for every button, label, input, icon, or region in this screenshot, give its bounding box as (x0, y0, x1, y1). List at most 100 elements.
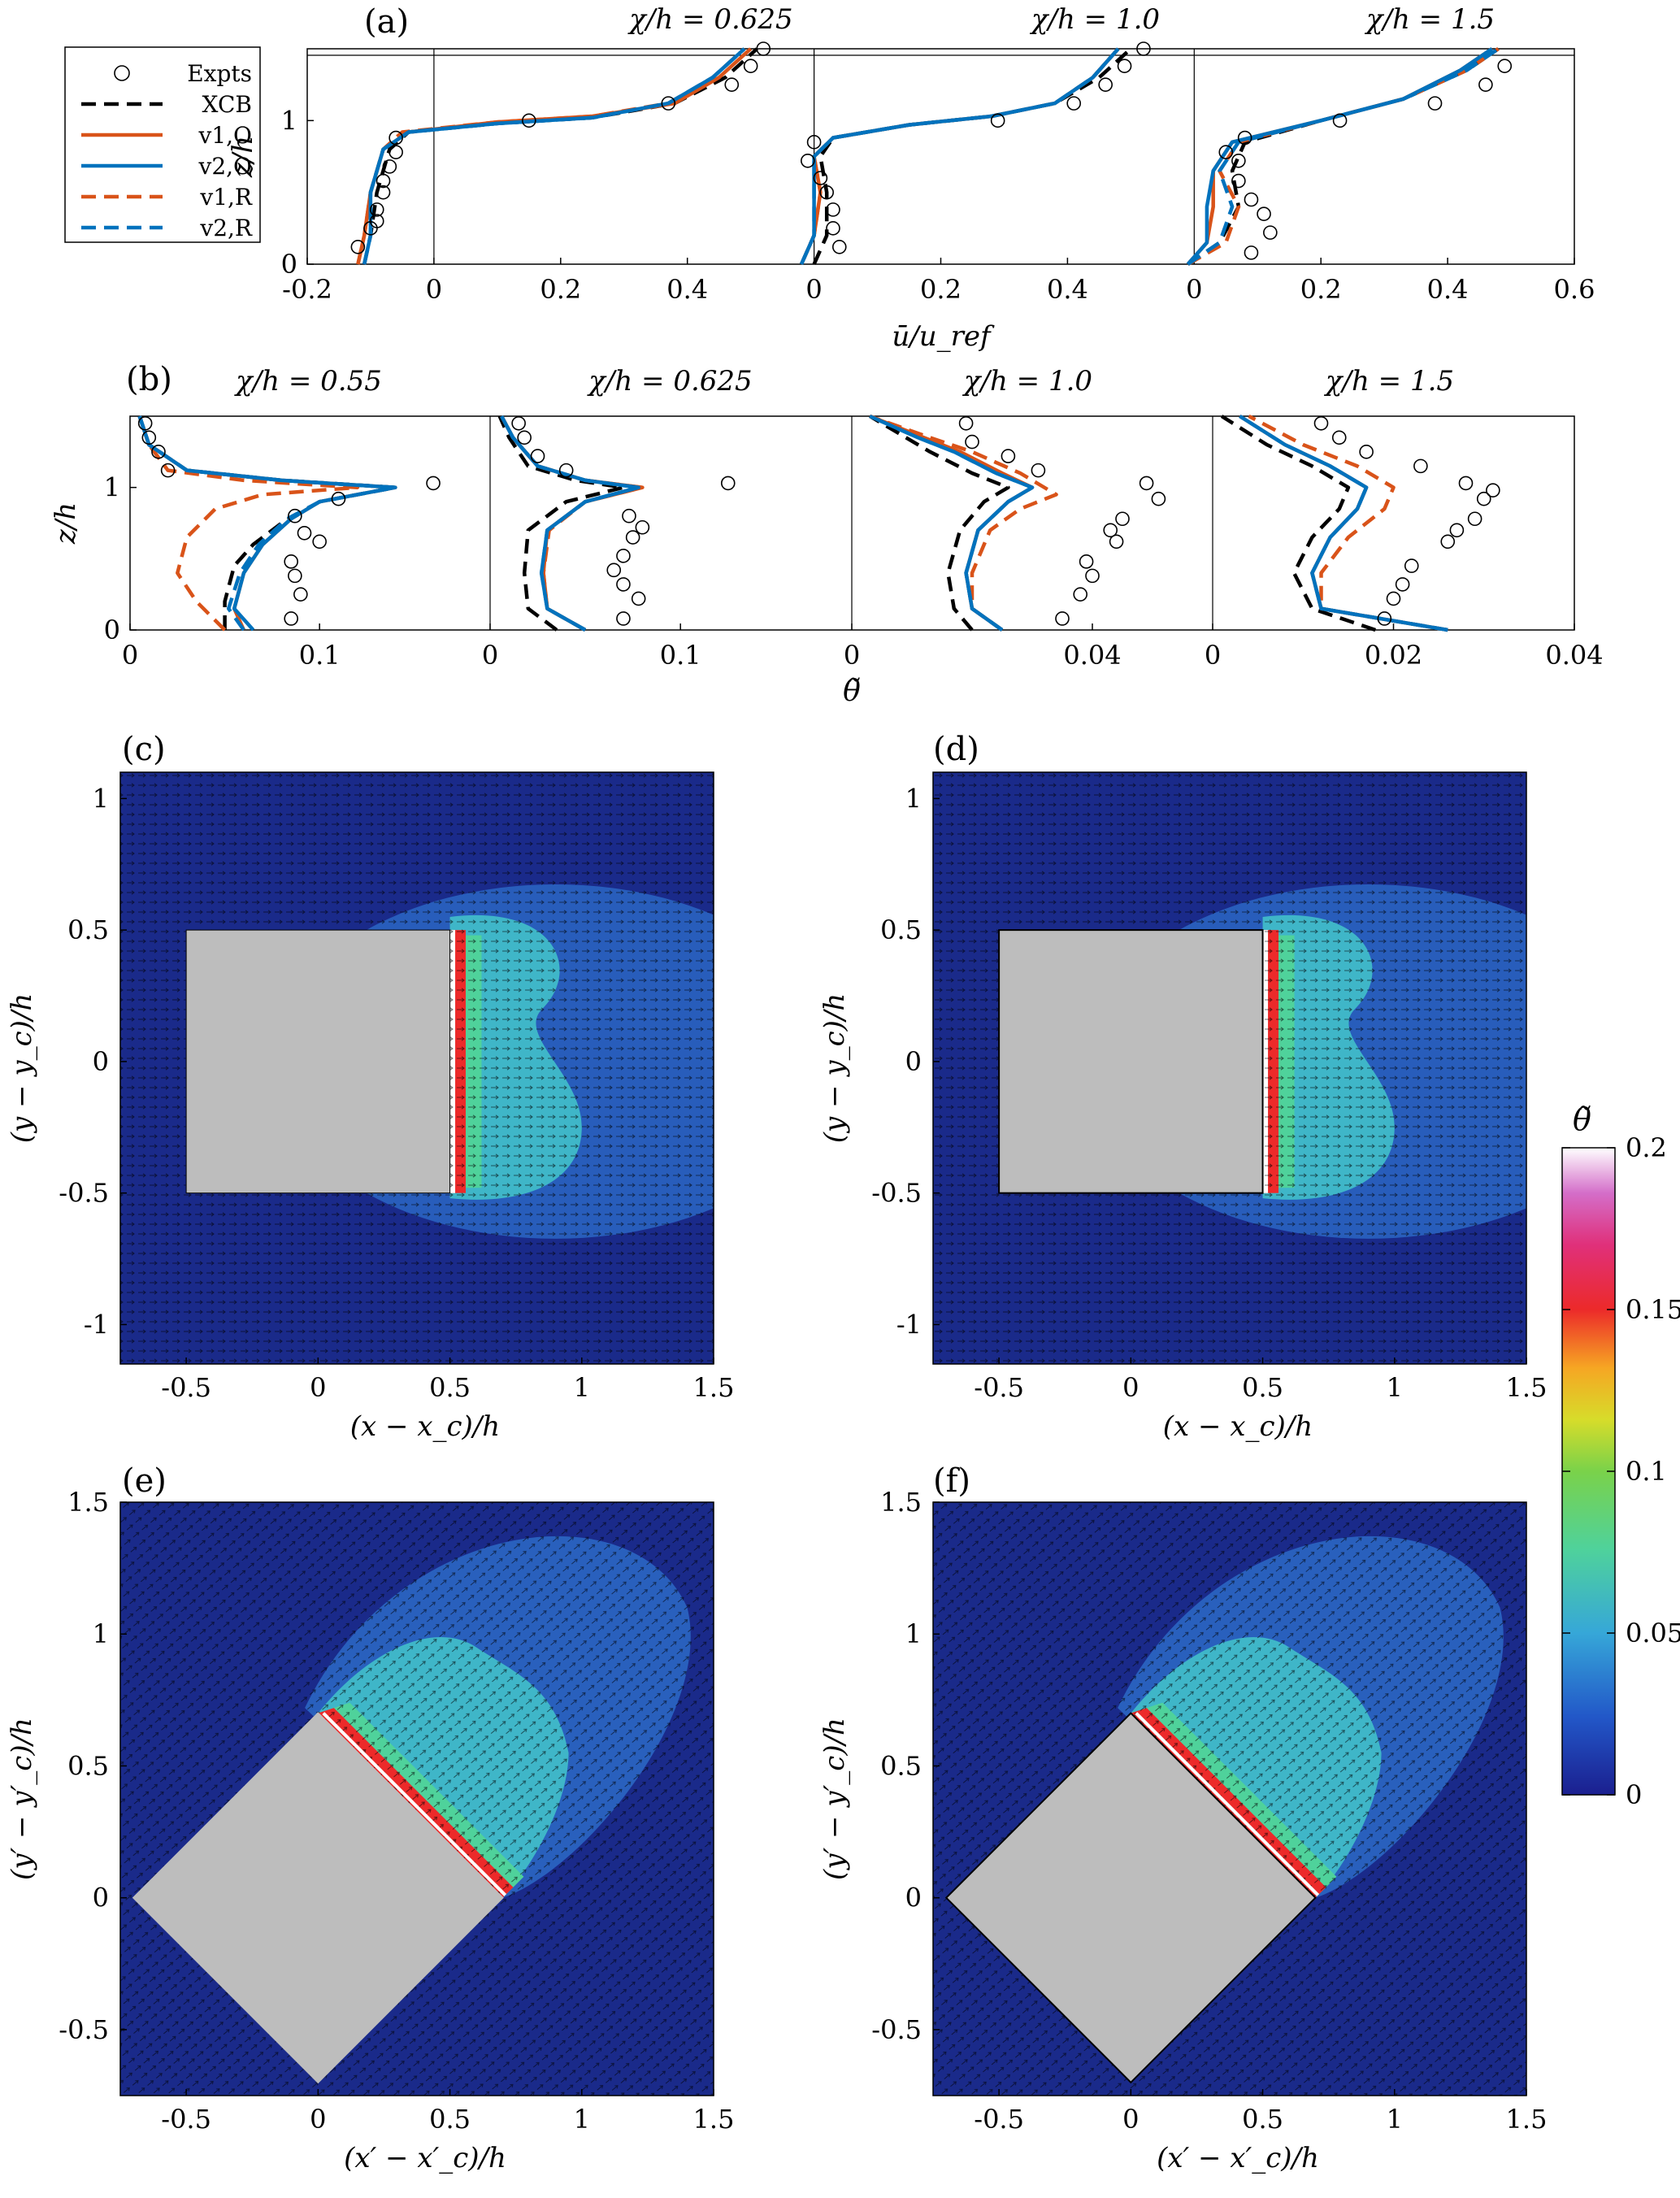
panel-b-s1-expt-5 (625, 530, 640, 545)
panel-a-velocity-profiles: (a) -0.2 0 0.2 0.4 0 0.2 0.4 0 0.2 0.4 0.601ū/u_re… (227, 3, 1595, 353)
panel-b-s1-XCB (497, 415, 626, 632)
panel-a-xtick-label-10: 0.6 (1554, 274, 1595, 305)
legend-label-2: v1,O (198, 122, 253, 149)
panel-a-s0-expt-3 (369, 202, 384, 217)
panel-b-s2-expt-11 (965, 434, 979, 450)
panel-a-s2-expt-10 (1478, 77, 1493, 92)
panel-a-s1-XCB (812, 47, 1132, 265)
panel-f-ytick-label-2: 0.5 (880, 1750, 922, 1781)
panel-b-s3-expt-13 (1313, 415, 1329, 431)
panel-a-s0-expt-9 (522, 113, 536, 128)
panel-b-s3-expt-10 (1413, 458, 1428, 474)
panel-b-s2-expt-10 (1001, 449, 1016, 463)
panel-d-ylabel: (y − y_c)/h (818, 993, 851, 1143)
panel-c-ytick-label-3: -0.5 (59, 1178, 109, 1209)
panel-b-s2-expt-9 (1031, 463, 1046, 478)
panel-b-s1-v2-O (500, 415, 640, 632)
panel-a-xtick-label-4: 0 (805, 274, 822, 305)
panel-e-xlabel: (x′ − x′_c)/h (344, 2142, 506, 2174)
legend-box (64, 46, 261, 243)
panel-a-subplot-title-2: χ/h = 1.5 (1365, 3, 1495, 36)
panel-a-xtick-label-5: 0.2 (920, 274, 962, 305)
panel-e-xtick-label-4: 1.5 (693, 2104, 735, 2135)
panel-c-contour: (c) -0.5 0 0.5 1 1.5 1 0.5 0 -0.5 -1 (x − x_c)/h (y… (6, 731, 734, 1443)
panel-e-ytick-label-1: 1 (93, 1618, 109, 1649)
panel-b-s1-expt-1 (631, 591, 646, 606)
panel-b-xlabel: θ̃ (843, 675, 861, 708)
panel-b-s3-expt-6 (1467, 511, 1482, 527)
panel-b-s2-expt-7 (1151, 491, 1166, 506)
panel-b-s0-expt-11 (141, 430, 157, 445)
panel-a-s2-expt-8 (1332, 113, 1348, 128)
panel-a-s1-expt-4 (813, 171, 828, 185)
panel-d-contour: (d) -0.5 0 0.5 1 1.5 1 0.5 0 -0.5 -1 (x − x_c)/h (y… (818, 731, 1547, 1443)
panel-a-s0-expt-13 (756, 41, 771, 56)
panel-d-xtick-label-2: 0.5 (1242, 1372, 1283, 1403)
colorbar-tick-label-2: 0.1 (1626, 1456, 1667, 1487)
panel-b-s2-xtick-label-1: 0.04 (1063, 640, 1121, 671)
panel-b-s0-v2-O (137, 415, 397, 632)
panel-b-s0-expt-2 (288, 568, 302, 584)
panel-d-xlabel: (x − x_c)/h (1163, 1410, 1313, 1443)
legend-label-0: Expts (187, 60, 252, 87)
panel-b-s1-expt-10 (530, 449, 545, 463)
panel-f-vectors (933, 1502, 1526, 2096)
panel-a-s1-expt-5 (801, 154, 815, 168)
panel-b-scalar-profiles: (b) 0 1 z/h θ̃ χ/h = 0.55 0 0.1 χ/h = 0.625 0 0.1… (50, 361, 1604, 708)
panel-b-s1-expt-12 (511, 415, 526, 431)
panel-a-s1-expt-3 (819, 185, 834, 200)
panel-a-s0-expt-5 (376, 173, 391, 189)
panel-f-xtick-label-1: 0 (1122, 2104, 1139, 2135)
legend-label-5: v2,R (199, 215, 253, 241)
panel-b-s0-xtick-label-0: 0 (122, 640, 138, 671)
panel-a-subplot-title-1: χ/h = 1.0 (1030, 3, 1160, 36)
panel-a-s2-expt-9 (1427, 96, 1443, 111)
panel-a-ylabel: z/h (227, 136, 259, 178)
colorbar-tick-label-4: 0.2 (1626, 1132, 1667, 1163)
panel-b-s3-v1-R (1248, 415, 1448, 632)
panel-d-frame (932, 771, 1527, 1365)
panel-a-s1-expt-7 (990, 113, 1005, 128)
panel-a-s0-expt-4 (376, 185, 391, 200)
panel-c-obstacle (185, 929, 451, 1194)
panel-b-s1-expt-4 (616, 549, 631, 563)
panel-a-subplot-title-0: χ/h = 0.625 (627, 3, 792, 36)
colorbar-tick-label-0: 0 (1626, 1779, 1642, 1810)
panel-a-s0-expt-10 (661, 96, 676, 111)
panel-a-frame (306, 48, 1575, 265)
panel-e-xtick-label-2: 0.5 (429, 2104, 471, 2135)
panel-b-s0-expt-1 (293, 587, 308, 602)
panel-a-ytick-label-0: 0 (281, 249, 297, 280)
panel-c-xlabel: (x − x_c)/h (350, 1410, 500, 1443)
panel-b-s3-XCB (1220, 415, 1377, 632)
panel-a-xtick-label-6: 0.4 (1047, 274, 1088, 305)
panel-e-field (120, 1502, 714, 2096)
panel-e-label: (e) (122, 1462, 167, 1500)
panel-a-s0-expt-8 (389, 130, 403, 146)
panel-b-s2-expt-0 (1055, 611, 1070, 626)
panel-e-ytick-label-0: 1.5 (67, 1487, 109, 1518)
colorbar-tick-label-1: 0.05 (1626, 1618, 1680, 1648)
panel-a-s1-expt-9 (1098, 77, 1113, 92)
panel-b-s1-xtick-label-0: 0 (482, 640, 498, 671)
panel-b-s0-XCB (137, 415, 397, 630)
panel-a-s1-v1-O (799, 47, 1120, 265)
panel-c-ytick-label-0: 1 (93, 783, 109, 814)
panel-f-xtick-label-4: 1.5 (1506, 2104, 1548, 2135)
legend: Expts XCB v1,O v2,O v1,R v2,R (64, 46, 261, 243)
panel-a-s1-expt-0 (831, 239, 847, 254)
panel-e-xtick-label-3: 1 (574, 2104, 590, 2135)
panel-f-frame (932, 1501, 1527, 2096)
panel-b-s2-v1-R (869, 414, 1058, 632)
panel-d-ytick-label-0: 1 (905, 783, 922, 814)
panel-b-s2-expt-2 (1085, 568, 1100, 584)
panel-a-s1-expt-6 (806, 135, 822, 150)
panel-f-xtick-label-0: -0.5 (974, 2104, 1024, 2135)
panel-a-s1-expt-10 (1117, 59, 1132, 73)
panel-b-s3-expt-8 (1458, 476, 1474, 491)
panel-a-s0-v1-R (356, 47, 746, 265)
panel-d-ytick-label-2: 0 (905, 1046, 922, 1077)
panel-e-xtick-label-0: -0.5 (161, 2104, 211, 2135)
panel-b-s1-expt-11 (517, 430, 532, 445)
